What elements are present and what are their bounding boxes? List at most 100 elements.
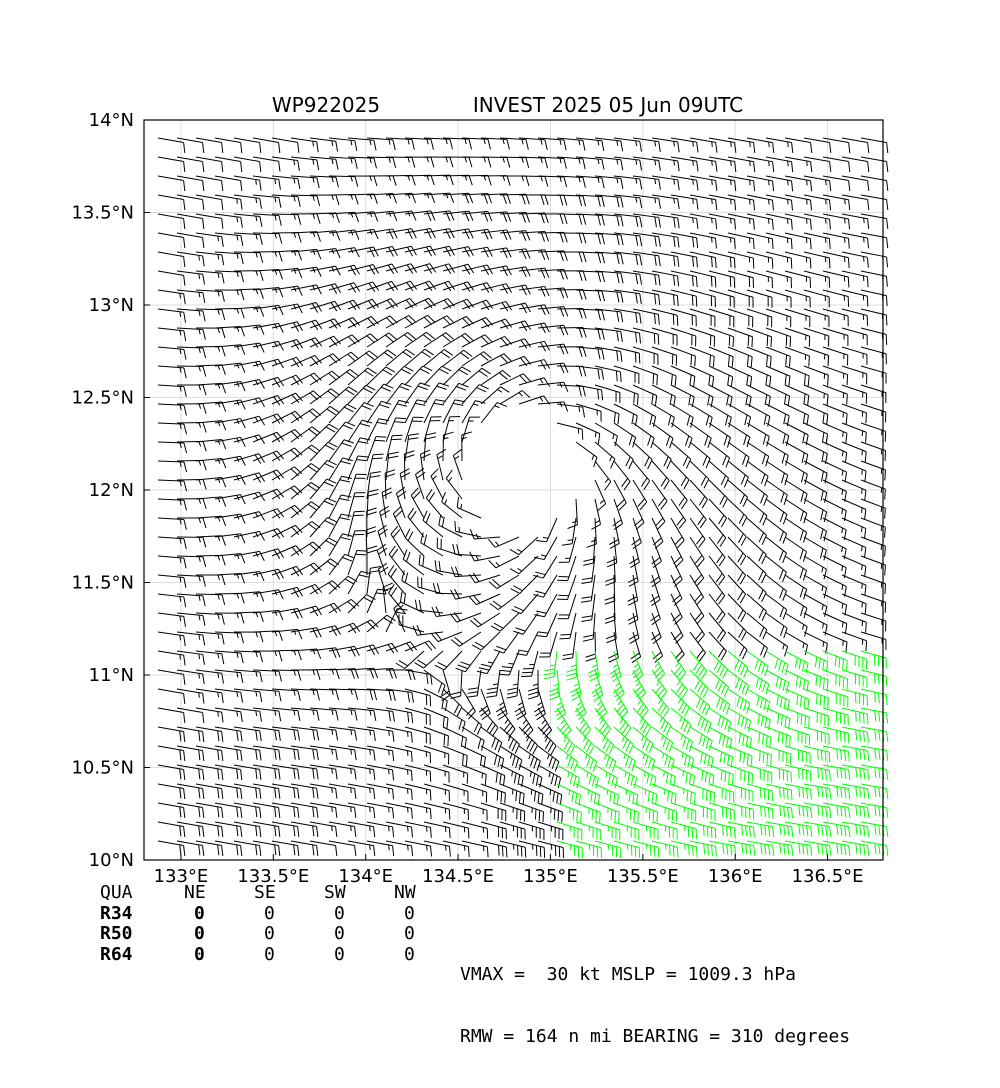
- wind-barb: [158, 575, 186, 588]
- wind-barb: [785, 252, 811, 268]
- wind-barb: [457, 497, 481, 518]
- wind-barb: [823, 556, 846, 578]
- wind-barb: [842, 328, 867, 345]
- wind-barb: [652, 518, 663, 549]
- wind-barb: [728, 233, 754, 249]
- wind-barb: [500, 249, 530, 259]
- wind-barb: [671, 708, 691, 734]
- r34-sw-value: 0: [334, 904, 345, 925]
- wind-barb: [405, 746, 430, 763]
- wind-barb: [709, 746, 733, 767]
- wind-barb: [557, 423, 583, 440]
- wind-barb: [804, 423, 828, 444]
- row-label-r50: R50: [100, 924, 133, 945]
- wind-barb: [804, 746, 830, 763]
- wind-barb: [499, 651, 519, 675]
- wind-barb: [709, 157, 736, 172]
- wind-barb: [842, 290, 868, 307]
- wind-barb: [234, 176, 261, 191]
- wind-barb: [690, 518, 705, 547]
- wind-barb: [690, 328, 715, 347]
- wind-barb: [557, 708, 571, 738]
- wind-barb: [785, 271, 811, 288]
- wind-barb: [215, 670, 243, 683]
- wind-barb: [234, 670, 262, 682]
- wind-barb: [671, 841, 697, 857]
- wind-barb: [291, 502, 320, 518]
- wind-barb: [747, 518, 767, 545]
- wind-barb: [690, 157, 717, 172]
- wind-barb: [462, 401, 485, 423]
- wind-barb: [538, 176, 567, 187]
- wind-barb: [253, 157, 280, 172]
- wind-barb: [253, 195, 281, 208]
- wind-barb: [481, 266, 511, 276]
- wind-barb: [519, 305, 549, 315]
- wind-barb: [861, 385, 886, 403]
- wind-barb: [595, 822, 620, 840]
- x-tick-label: 135°E: [523, 866, 578, 887]
- table-header-ne: NE: [184, 883, 206, 904]
- wind-barb: [519, 841, 545, 858]
- row-label-r34: R34: [100, 904, 133, 925]
- table-header-sw: SW: [324, 883, 346, 904]
- wind-barb: [671, 518, 684, 548]
- wind-barb: [804, 727, 829, 745]
- wind-barb: [519, 176, 548, 187]
- wind-barb: [234, 195, 261, 209]
- wind-barb: [557, 765, 579, 788]
- wind-barb: [494, 632, 519, 653]
- wind-barb: [215, 495, 245, 504]
- wind-barb: [467, 670, 481, 697]
- r64-se-value: 0: [264, 945, 275, 966]
- wind-barb: [633, 423, 654, 448]
- wind-barb: [234, 361, 264, 370]
- wind-barb: [747, 271, 772, 288]
- wind-barb: [652, 822, 677, 839]
- wind-barb: [823, 309, 848, 326]
- wind-barb: [424, 400, 446, 423]
- wind-barb: [557, 727, 575, 755]
- wind-barb: [823, 366, 848, 385]
- wind-barb: [272, 708, 300, 721]
- wind-barb: [595, 689, 607, 719]
- wind-barb: [558, 594, 576, 619]
- wind-barb: [310, 157, 338, 169]
- wind-barb: [215, 252, 243, 264]
- wind-barb: [500, 727, 519, 754]
- y-tick-label: 13.5°N: [71, 203, 134, 224]
- wind-barb: [158, 556, 186, 568]
- wind-barb: [671, 537, 683, 567]
- wind-barb: [671, 328, 696, 346]
- wind-barb: [632, 518, 642, 549]
- wind-barb: [538, 232, 567, 242]
- y-tick-label: 11°N: [89, 665, 134, 686]
- wind-barb: [538, 402, 568, 412]
- wind-barb: [462, 352, 492, 366]
- wind-barb: [842, 138, 869, 153]
- wind-barb: [766, 347, 790, 367]
- wind-barb: [253, 549, 284, 559]
- wind-barb: [709, 518, 726, 547]
- wind-barb: [519, 727, 538, 754]
- wind-barb: [823, 461, 847, 482]
- wind-barb: [348, 803, 375, 818]
- wind-barb: [785, 138, 812, 153]
- wind-barb: [367, 299, 398, 309]
- wind-barb: [766, 252, 792, 269]
- wind-barb: [861, 138, 888, 153]
- x-tick-label: 134°E: [338, 866, 393, 887]
- wind-barb: [576, 290, 605, 301]
- wind-barb: [557, 822, 582, 840]
- wind-barb: [481, 336, 512, 347]
- wind-barb: [272, 393, 303, 404]
- wind-barb: [766, 689, 789, 711]
- wind-barb: [842, 157, 869, 172]
- wind-barb: [728, 803, 754, 820]
- wind-barb: [614, 841, 640, 858]
- wind-barb: [614, 803, 638, 822]
- wind-barb: [671, 480, 687, 509]
- vmax-mslp-line: VMAX = 30 kt MSLP = 1009.3 hPa: [460, 965, 850, 986]
- wind-barb: [557, 575, 576, 600]
- wind-barb: [424, 708, 448, 728]
